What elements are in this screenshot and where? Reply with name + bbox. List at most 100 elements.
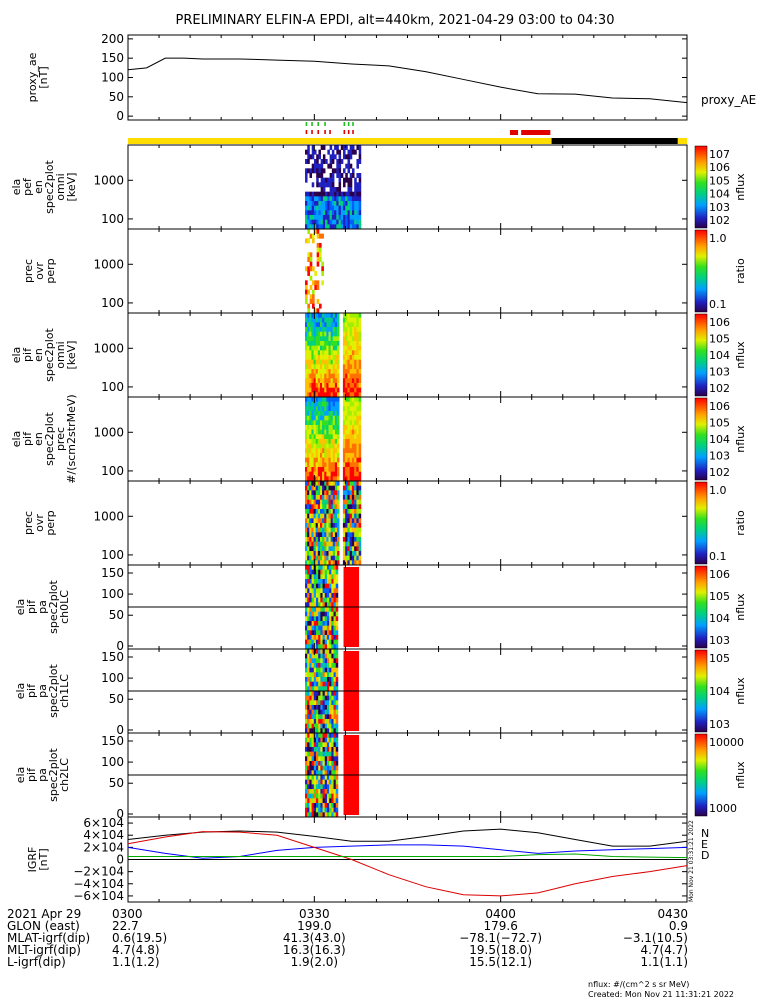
spectrogram-cell xyxy=(334,215,337,220)
spectrogram-cell xyxy=(333,621,337,626)
spectrogram-cell xyxy=(309,569,312,575)
spectrogram-cell xyxy=(315,602,319,608)
spectrogram-cell xyxy=(311,630,315,636)
colorbar xyxy=(694,145,708,229)
spectrogram-cell xyxy=(307,383,310,388)
spectrogram-cell xyxy=(333,719,337,724)
spectrogram-cell xyxy=(315,812,319,818)
spectrogram-cell xyxy=(309,369,312,374)
spectrogram-cell xyxy=(316,196,319,202)
spectrogram-cell xyxy=(351,425,355,430)
spectrogram-cell xyxy=(356,387,359,393)
spectrogram-cell xyxy=(337,509,340,514)
spectrogram-cell xyxy=(322,406,325,412)
spectrogram-cell xyxy=(309,252,313,258)
spectrogram-cell xyxy=(313,448,316,454)
spectrogram-cell xyxy=(329,807,332,813)
spectrogram-cell xyxy=(309,429,312,435)
spectrogram-cell xyxy=(318,649,321,654)
spectrogram-cell xyxy=(340,215,344,220)
spectrogram-cell xyxy=(354,527,357,533)
spectrogram-cell xyxy=(313,196,317,202)
spectrogram-cell xyxy=(320,775,323,780)
spectrogram-cell xyxy=(347,168,351,174)
spectrogram-cell xyxy=(333,588,337,594)
y-tick-label: 0 xyxy=(116,853,124,867)
colorbar-label: nflux xyxy=(734,677,747,705)
spectrogram-cell xyxy=(354,182,357,188)
spectrogram-cell xyxy=(358,504,362,510)
spectrogram-cell xyxy=(349,397,353,402)
spectrogram-cell xyxy=(309,518,312,524)
spectrogram-cell xyxy=(329,775,332,780)
y-tick-label: 6×104 xyxy=(83,816,124,830)
spectrogram-cell xyxy=(315,527,319,533)
y-axis-label: prec xyxy=(22,511,35,535)
y-axis-label: [keV] xyxy=(65,341,78,370)
spectrogram-cell xyxy=(313,406,316,412)
spectrogram-cell xyxy=(354,205,357,211)
spectrogram-cell xyxy=(333,733,337,738)
spectrogram-cell xyxy=(328,537,331,542)
spectrogram-cell xyxy=(349,187,353,192)
spectrogram-cell xyxy=(313,495,316,500)
spectrogram-cell xyxy=(311,406,314,412)
spectrogram-cell xyxy=(332,322,336,328)
spectrogram-cell xyxy=(345,387,348,393)
spectrogram-cell xyxy=(326,574,330,580)
spectrogram-cell xyxy=(354,532,357,538)
spectrogram-cell xyxy=(309,532,312,538)
spectrogram-cell xyxy=(309,649,312,654)
spectrogram-cell xyxy=(307,499,310,505)
spectrogram-cell xyxy=(337,355,340,360)
spectrogram-cell xyxy=(307,672,310,678)
spectrogram-cell xyxy=(356,173,359,178)
spectrogram-cell xyxy=(326,546,329,552)
spectrogram-cell xyxy=(334,187,337,192)
spectrogram-cell xyxy=(315,681,319,687)
spectrogram-cell xyxy=(325,182,328,188)
spectrogram-cell xyxy=(345,453,348,458)
spectrogram-cell xyxy=(324,714,328,720)
spectrogram-cell xyxy=(324,695,328,701)
igrf-panel: 6×1044×1042×1040−2×104−4×104−6×104IGRF[n… xyxy=(26,816,709,903)
spectrogram-cell xyxy=(345,471,348,477)
spectrogram-cell xyxy=(309,607,312,612)
spectrogram-cell xyxy=(349,481,353,486)
spectrogram-cell xyxy=(311,467,314,472)
spectrogram-cell xyxy=(309,555,312,561)
spectrogram-cell xyxy=(330,546,334,552)
spectrogram-cell xyxy=(345,546,348,552)
spectrogram-cell xyxy=(332,359,336,365)
spectrogram-cell xyxy=(358,355,362,360)
spectrogram-cell xyxy=(351,373,355,379)
spectrogram-cell xyxy=(342,369,346,374)
spectrogram-cell xyxy=(315,700,319,706)
spectrogram-cell xyxy=(309,327,312,332)
spectrogram-cell xyxy=(322,355,325,360)
y-axis-label: spec2plot xyxy=(43,328,56,382)
footer-cell: 16.3(16.3) xyxy=(283,943,346,957)
spectrogram-cell xyxy=(315,317,319,323)
y-axis-label: pa xyxy=(36,684,49,698)
spectrogram-cell xyxy=(329,625,332,631)
spectrogram-cell xyxy=(320,611,323,617)
spectrogram-cell xyxy=(313,415,316,421)
spectrogram-cell xyxy=(313,789,317,794)
spectrogram-cell xyxy=(313,462,316,468)
spectrogram-cell xyxy=(358,551,362,556)
footer-cell: 0.9 xyxy=(669,919,688,933)
spectrogram-cell xyxy=(349,373,353,379)
spectrogram-cell xyxy=(326,345,329,351)
spectrogram-cell xyxy=(311,387,314,393)
spectrogram-cell xyxy=(351,415,355,421)
spectrogram-cell xyxy=(320,145,324,150)
spectrogram-cell xyxy=(330,532,334,538)
spectrogram-cell xyxy=(354,457,357,463)
spectrogram-cell xyxy=(337,369,340,374)
spectrogram-cell xyxy=(315,793,319,799)
spectrogram-cell xyxy=(311,593,315,598)
spectrogram-cell xyxy=(356,317,359,323)
spectrogram-cell xyxy=(320,168,324,174)
spectrogram-cell xyxy=(319,420,323,426)
